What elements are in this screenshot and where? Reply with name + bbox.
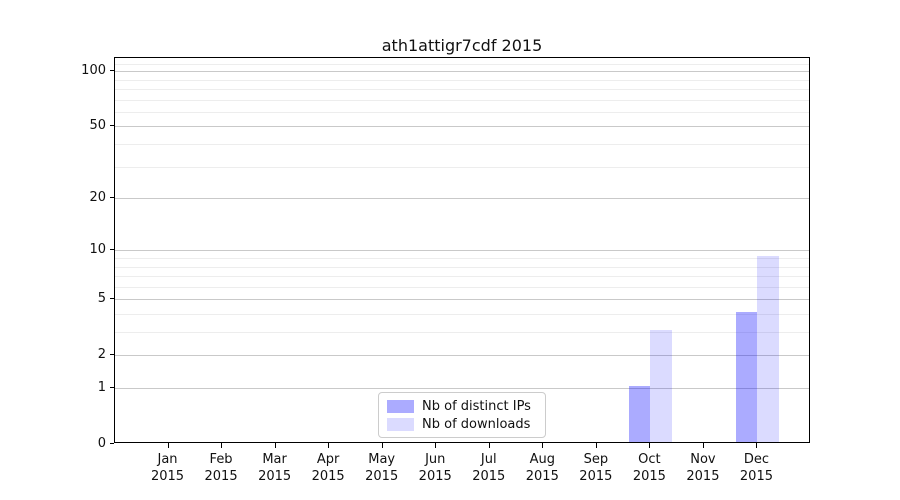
y-gridline-minor-60 <box>115 111 809 113</box>
y-gridline-minor-8 <box>115 266 809 268</box>
x-tick-mark-may <box>381 443 383 448</box>
y-tick-mark-100 <box>110 70 114 72</box>
x-tick-mark-sep <box>595 443 597 448</box>
y-tick-mark-0 <box>110 443 114 444</box>
x-tick-label-jul: Jul 2015 <box>472 452 506 484</box>
x-tick-mark-oct <box>649 443 651 448</box>
x-tick-mark-jan <box>167 443 169 448</box>
y-gridline-major-20 <box>115 198 809 200</box>
y-tick-label-10: 10 <box>89 242 106 258</box>
y-gridline-major-1 <box>115 388 809 390</box>
x-tick-mark-jul <box>488 443 490 448</box>
chart-title: ath1attigr7cdf 2015 <box>381 36 543 55</box>
y-tick-label-100: 100 <box>81 63 106 79</box>
x-tick-label-nov: Nov 2015 <box>686 452 720 484</box>
legend: Nb of distinct IPs Nb of downloads <box>378 392 546 438</box>
y-tick-mark-10 <box>110 249 114 251</box>
x-tick-label-sep: Sep 2015 <box>579 452 613 484</box>
bar-nb-of-downloads-oct <box>650 330 672 442</box>
bar-nb-of-downloads-dec <box>757 256 779 442</box>
y-gridline-minor-90 <box>115 79 809 81</box>
legend-item-downloads: Nb of downloads <box>387 417 537 432</box>
x-tick-mark-mar <box>274 443 276 448</box>
y-gridline-major-10 <box>115 250 809 252</box>
y-tick-mark-50 <box>110 125 114 127</box>
y-tick-mark-5 <box>110 298 114 300</box>
legend-item-distinct-ips: Nb of distinct IPs <box>387 399 537 414</box>
y-gridline-minor-3 <box>115 332 809 334</box>
x-tick-mark-dec <box>756 443 758 448</box>
y-gridline-major-100 <box>115 71 809 73</box>
x-tick-mark-aug <box>542 443 544 448</box>
y-tick-label-1: 1 <box>97 380 106 396</box>
y-gridline-minor-30 <box>115 166 809 168</box>
y-tick-mark-2 <box>110 354 114 356</box>
legend-label-distinct-ips: Nb of distinct IPs <box>422 398 531 414</box>
legend-swatch-downloads <box>387 417 414 431</box>
y-gridline-minor-6 <box>115 286 809 288</box>
x-tick-label-jan: Jan 2015 <box>150 452 185 484</box>
y-gridline-minor-7 <box>115 276 809 278</box>
y-gridline-minor-110 <box>115 63 809 65</box>
y-gridline-major-50 <box>115 126 809 128</box>
y-gridline-minor-9 <box>115 258 809 260</box>
bar-nb-of-distinct-ips-oct <box>628 386 651 442</box>
legend-label-downloads: Nb of downloads <box>422 416 531 432</box>
y-gridline-minor-4 <box>115 314 809 315</box>
x-tick-label-oct: Oct 2015 <box>632 452 666 484</box>
x-tick-mark-nov <box>702 443 704 448</box>
x-tick-label-apr: Apr 2015 <box>311 452 345 484</box>
plot-area <box>114 57 810 443</box>
x-tick-mark-apr <box>328 443 330 448</box>
y-tick-label-20: 20 <box>89 190 106 206</box>
y-tick-label-2: 2 <box>97 347 106 363</box>
legend-swatch-distinct-ips <box>387 399 414 413</box>
y-gridline-minor-40 <box>115 144 809 146</box>
y-tick-mark-20 <box>110 197 114 199</box>
y-tick-label-5: 5 <box>97 291 106 307</box>
x-tick-mark-jun <box>435 443 437 448</box>
x-tick-label-mar: Mar 2015 <box>258 452 292 484</box>
y-gridline-major-5 <box>115 299 809 301</box>
y-gridline-major-2 <box>115 355 809 357</box>
x-tick-label-aug: Aug 2015 <box>525 452 559 484</box>
x-tick-label-feb: Feb 2015 <box>204 452 238 484</box>
x-tick-label-jun: Jun 2015 <box>418 452 452 484</box>
x-tick-mark-feb <box>221 443 223 448</box>
x-tick-label-may: May 2015 <box>365 452 399 484</box>
y-tick-label-0: 0 <box>97 436 106 451</box>
y-tick-label-50: 50 <box>89 118 106 134</box>
bar-nb-of-distinct-ips-dec <box>735 312 758 442</box>
y-gridline-minor-70 <box>115 99 809 101</box>
y-tick-mark-1 <box>110 387 114 389</box>
y-gridline-minor-80 <box>115 89 809 91</box>
x-tick-label-dec: Dec 2015 <box>739 452 773 484</box>
